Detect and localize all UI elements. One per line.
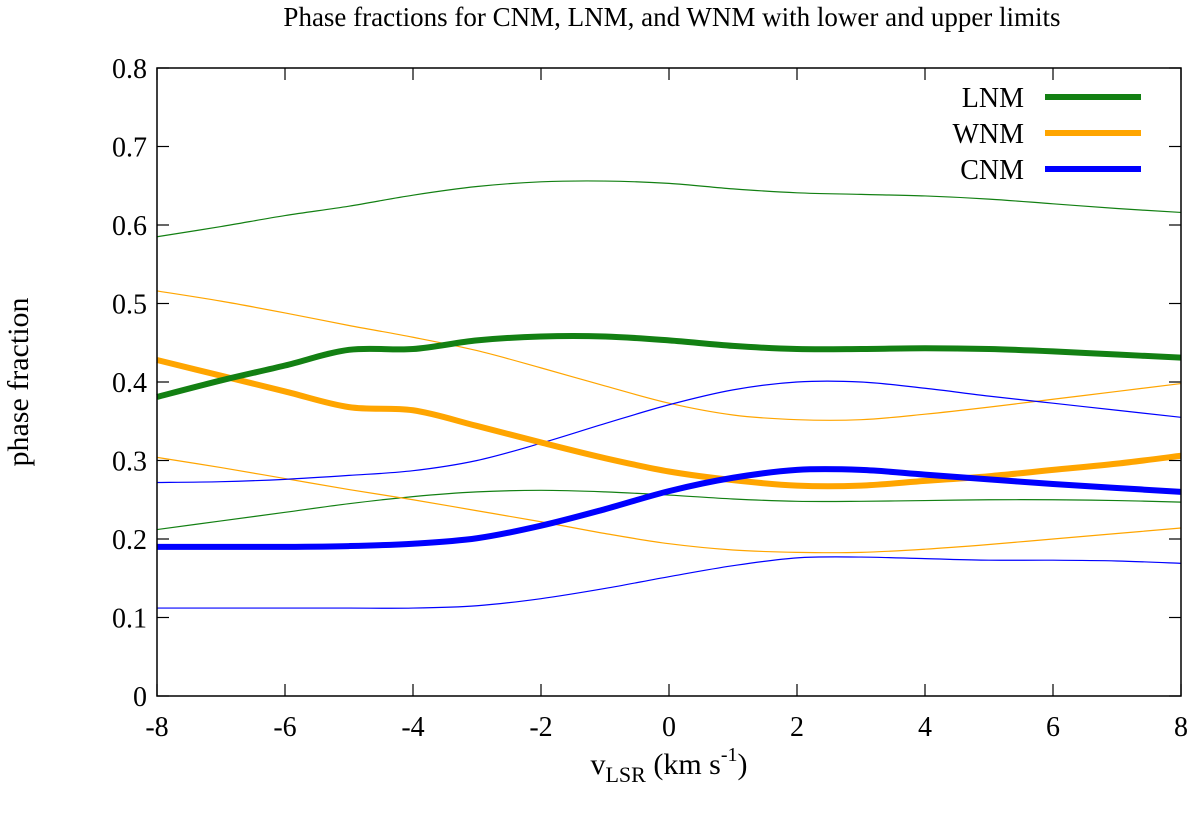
legend-label-wnm: WNM — [952, 119, 1024, 150]
x-tick-label: -2 — [529, 712, 552, 743]
series-line-wnm-lower — [156, 456, 1182, 554]
series-line-wnm — [156, 357, 1182, 490]
x-axis-label-main: v — [590, 748, 605, 781]
series-line-lnm — [156, 332, 1182, 400]
axis-tick-labels: -8 -6 -4 -2 0 2 4 6 8 0 0.1 0.2 0.3 0.4 0.5 0.6 0.7 0.8 — [112, 54, 1188, 743]
y-tick-label: 0 — [133, 682, 147, 713]
x-axis-label: vLSR (km s-1) — [590, 744, 747, 787]
x-axis-label-superscript: -1 — [721, 744, 738, 766]
series-line-cnm-lower — [157, 556, 1182, 609]
x-tick-label: 0 — [662, 712, 676, 743]
y-tick-label: 0.2 — [112, 525, 147, 556]
series-line-cnm — [157, 466, 1182, 550]
x-tick-label: -4 — [401, 712, 424, 743]
axis-ticks — [156, 67, 1182, 697]
x-tick-label: 6 — [1046, 712, 1060, 743]
x-axis-label-subscript: LSR — [605, 762, 646, 787]
x-tick-label: -6 — [273, 712, 296, 743]
x-tick-label: -8 — [145, 712, 168, 743]
chart-title: Phase fractions for CNM, LNM, and WNM wi… — [283, 2, 1060, 32]
x-tick-label: 4 — [918, 712, 932, 743]
legend-label-cnm: CNM — [960, 155, 1024, 186]
series-layer — [156, 180, 1182, 609]
y-tick-label: 0.6 — [112, 211, 147, 242]
y-tick-label: 0.1 — [112, 604, 147, 635]
legend: LNM WNM CNM — [952, 83, 1141, 186]
legend-label-lnm: LNM — [962, 83, 1024, 114]
x-tick-label: 2 — [790, 712, 804, 743]
y-axis-label: phase fraction — [2, 297, 35, 466]
series-line-lnm-lower — [156, 489, 1182, 531]
x-tick-label: 8 — [1174, 712, 1188, 743]
series-line-cnm-upper — [156, 380, 1182, 484]
y-tick-label: 0.3 — [112, 447, 147, 478]
x-axis-label-unit: (km s — [646, 748, 721, 781]
y-tick-label: 0.4 — [112, 368, 147, 399]
y-tick-label: 0.8 — [112, 54, 147, 85]
series-line-wnm-upper — [156, 290, 1182, 421]
series-line-lnm-upper — [156, 180, 1182, 238]
x-axis-label-unit-close: ) — [738, 748, 748, 781]
y-tick-label: 0.7 — [112, 133, 147, 164]
y-tick-label: 0.5 — [112, 290, 147, 321]
plot-frame — [156, 67, 1182, 697]
